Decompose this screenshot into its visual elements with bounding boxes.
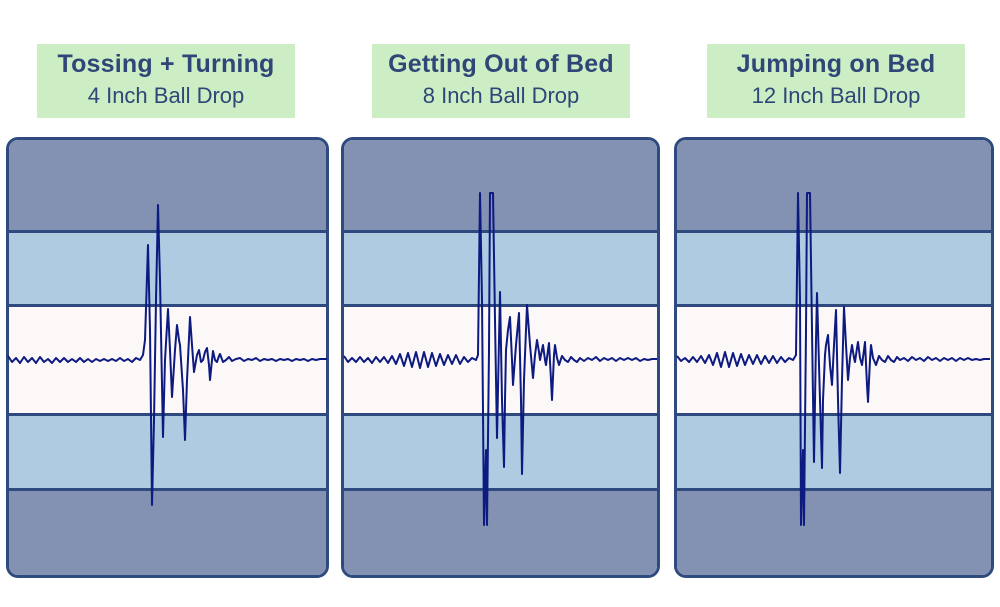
- panel-subtitle: 8 Inch Ball Drop: [422, 83, 580, 108]
- panel-title: Getting Out of Bed: [388, 50, 614, 78]
- chart-panel-jumping-on-bed: [674, 137, 994, 578]
- band-high-bottom: [344, 490, 657, 575]
- band-high-bottom: [9, 490, 326, 575]
- band-divider: [344, 488, 657, 491]
- band-low: [344, 306, 657, 415]
- band-divider: [677, 413, 991, 416]
- band-high-top: [9, 140, 326, 232]
- chart-panel-tossing-turning: [6, 137, 329, 578]
- panel-title: Tossing + Turning: [57, 50, 275, 78]
- label-jumping-on-bed: Jumping on Bed 12 Inch Ball Drop: [707, 44, 965, 118]
- band-medium-top: [9, 232, 326, 306]
- band-high-top: [344, 140, 657, 232]
- band-divider: [344, 230, 657, 233]
- chart-panel-getting-out-of-bed: [341, 137, 660, 578]
- band-divider: [677, 304, 991, 307]
- band-low: [677, 306, 991, 415]
- panel-subtitle: 12 Inch Ball Drop: [751, 83, 921, 108]
- label-getting-out-of-bed: Getting Out of Bed 8 Inch Ball Drop: [372, 44, 630, 118]
- band-divider: [677, 230, 991, 233]
- band-high-bottom: [677, 490, 991, 575]
- band-high-top: [677, 140, 991, 232]
- band-divider: [344, 413, 657, 416]
- band-divider: [9, 304, 326, 307]
- band-medium-bottom: [344, 415, 657, 490]
- band-divider: [9, 488, 326, 491]
- band-divider: [344, 304, 657, 307]
- band-medium-top: [677, 232, 991, 306]
- label-tossing-turning: Tossing + Turning 4 Inch Ball Drop: [37, 44, 295, 118]
- band-divider: [9, 413, 326, 416]
- band-low: [9, 306, 326, 415]
- band-medium-bottom: [677, 415, 991, 490]
- band-divider: [677, 488, 991, 491]
- band-medium-bottom: [9, 415, 326, 490]
- band-medium-top: [344, 232, 657, 306]
- panel-title: Jumping on Bed: [736, 50, 936, 78]
- band-divider: [9, 230, 326, 233]
- panel-subtitle: 4 Inch Ball Drop: [87, 83, 245, 108]
